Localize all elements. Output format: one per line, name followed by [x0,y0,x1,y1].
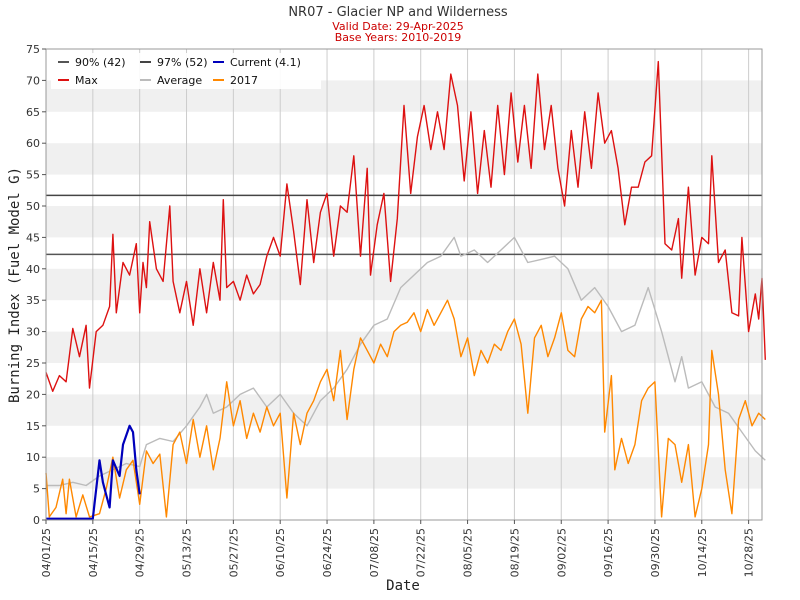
legend-box [51,53,321,89]
y-tick-label: 0 [33,514,40,527]
y-tick-label: 45 [26,231,40,244]
y-tick-label: 30 [26,326,40,339]
chart-subtitle-valid-date: Valid Date: 29-Apr-2025 [332,20,464,33]
y-tick-label: 55 [26,169,40,182]
background-band [46,457,762,489]
legend-label: 90% (42) [75,56,126,69]
y-tick-label: 10 [26,451,40,464]
x-tick-label: 09/02/25 [555,528,568,577]
y-tick-label: 40 [26,263,40,276]
chart-subtitle-base-years: Base Years: 2010-2019 [335,31,461,44]
background-bands [46,80,762,489]
series-line-average [46,236,766,487]
x-tick-label: 07/22/25 [415,528,428,577]
y-tick-label: 20 [26,388,40,401]
y-tick-label: 60 [26,137,40,150]
y-tick-label: 50 [26,200,40,213]
y-tick-label: 25 [26,357,40,370]
x-tick-label: 06/24/25 [321,528,334,577]
series-line-current [46,424,141,520]
x-tick-label: 10/14/25 [696,528,709,577]
chart-legend: 90% (42) 97% (52) Current (4.1) Max Average 2… [51,53,321,89]
y-axis: 0 5 10 15 20 25 30 35 40 45 50 55 60 65 70 75 [26,43,46,527]
x-tick-label: 07/08/25 [368,528,381,577]
legend-label: Current (4.1) [230,56,301,69]
series-line-y2017 [45,299,766,518]
legend-label: 2017 [230,74,258,87]
x-tick-label: 04/15/25 [87,528,100,577]
y-tick-label: 75 [26,43,40,56]
y-tick-label: 5 [33,483,40,496]
x-tick-label: 05/13/25 [181,528,194,577]
background-band [46,331,762,363]
y-tick-label: 70 [26,74,40,87]
y-tick-label: 35 [26,294,40,307]
plot-border [45,48,763,521]
background-band [46,206,762,238]
legend-label: 97% (52) [157,56,208,69]
x-tick-label: 05/27/25 [227,528,240,577]
x-axis-title: Date [386,578,420,594]
series-lines [45,60,766,520]
x-axis: 04/01/25 04/15/25 04/29/25 05/13/25 05/27/25… [40,520,756,577]
x-tick-label: 04/01/25 [40,528,53,577]
y-axis-title: Burning Index (Fuel Model G) [7,167,23,403]
series-line-max [45,60,766,392]
x-tick-label: 08/05/25 [462,528,475,577]
x-tick-label: 10/28/25 [743,528,756,577]
legend-label: Max [75,74,98,87]
y-tick-label: 15 [26,420,40,433]
x-tick-label: 04/29/25 [134,528,147,577]
y-tick-label: 65 [26,106,40,119]
chart-title: NR07 - Glacier NP and Wilderness [288,5,508,20]
x-tick-label: 09/16/25 [602,528,615,577]
x-tick-label: 09/30/25 [649,528,662,577]
x-tick-label: 08/19/25 [508,528,521,577]
x-tick-label: 06/10/25 [274,528,287,577]
legend-label: Average [157,74,202,87]
